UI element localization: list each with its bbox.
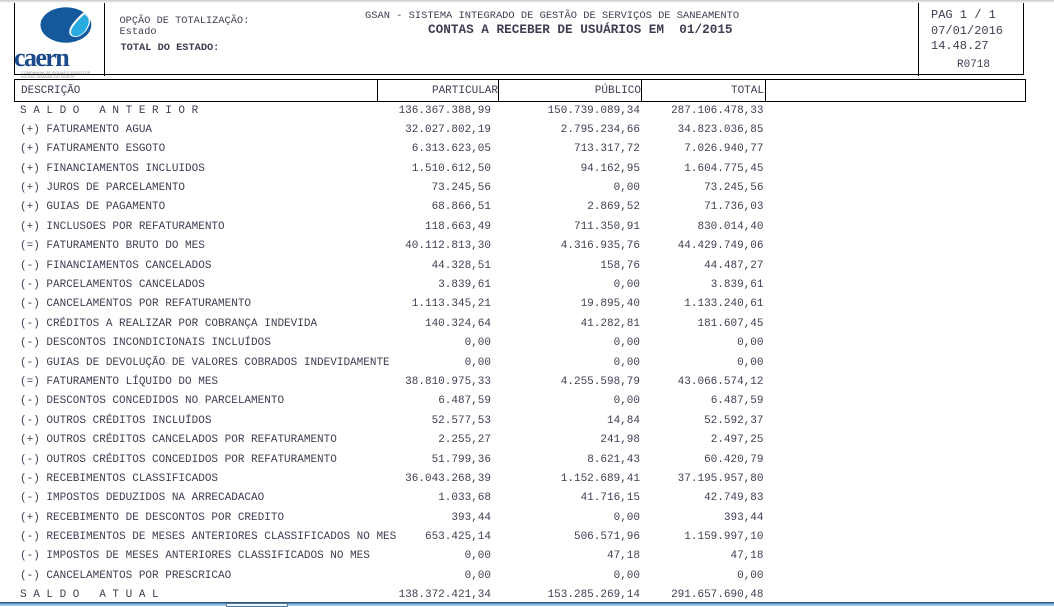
- svg-text:caern: caern: [14, 46, 70, 72]
